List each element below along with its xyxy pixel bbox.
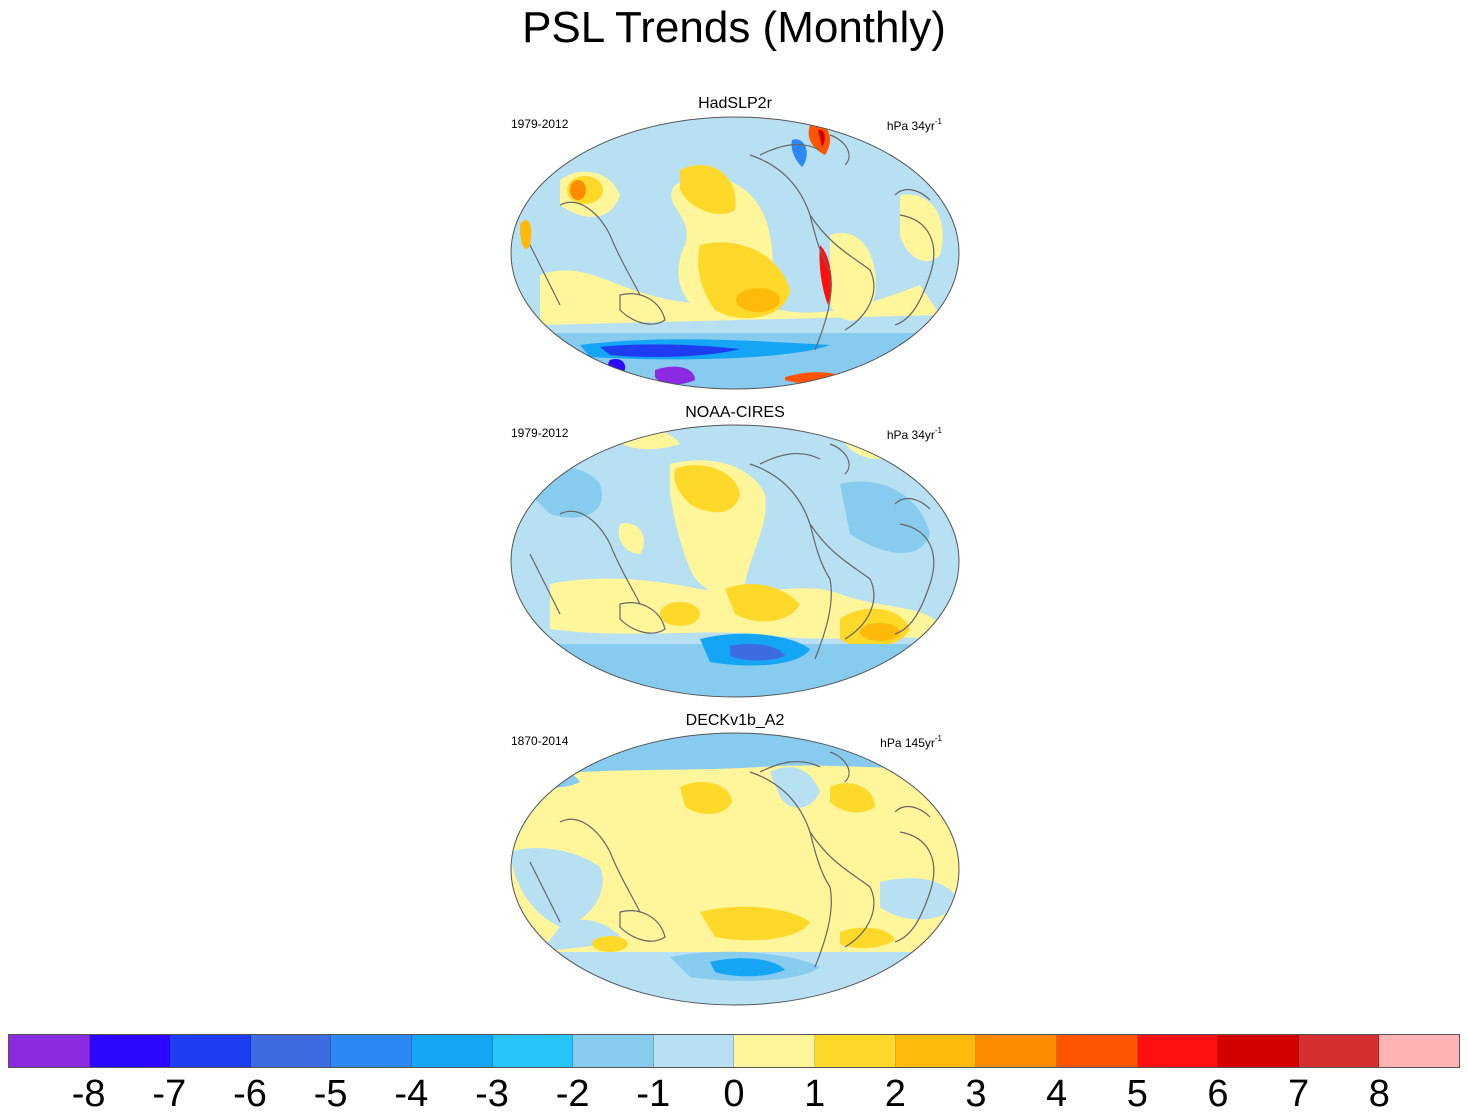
- colorbar-tick-label: 0: [723, 1073, 745, 1115]
- colorbar-tick-label: -2: [555, 1073, 590, 1115]
- colorbar-swatch: [492, 1035, 574, 1067]
- period-label: 1979-2012: [511, 426, 569, 440]
- colorbar-tick-label: -8: [71, 1073, 106, 1115]
- colorbar-tick-label: 7: [1288, 1073, 1310, 1115]
- panel-title: DECKv1b_A2: [685, 712, 785, 729]
- colorbar-tick-label: 8: [1368, 1073, 1390, 1115]
- figure-title: PSL Trends (Monthly): [522, 3, 946, 52]
- colorbar-swatch: [895, 1035, 977, 1067]
- colorbar-swatch: [653, 1035, 735, 1067]
- colorbar-tick-label: -1: [636, 1073, 671, 1115]
- period-label: 1870-2014: [511, 734, 569, 748]
- colorbar-swatch: [331, 1035, 413, 1067]
- map-panel-noaa-cires: NOAA-CIRES 1979-2012 hPa 34yr-1: [500, 404, 970, 704]
- colorbar-swatch: [573, 1035, 654, 1067]
- colorbar-tick-label: 3: [965, 1073, 987, 1115]
- colorbar-tick-label: 5: [1126, 1073, 1148, 1115]
- colorbar: [8, 1034, 1460, 1068]
- colorbar-swatch: [1298, 1035, 1380, 1067]
- colorbar-swatch: [815, 1035, 896, 1067]
- colorbar-swatch: [1056, 1035, 1138, 1067]
- colorbar-swatch: [1218, 1035, 1299, 1067]
- map-panel-hadslp2r: HadSLP2r 1979-2012 hPa 34yr-1: [500, 95, 970, 395]
- world-map-noaa-cires: [510, 424, 960, 698]
- panel-title: HadSLP2r: [698, 95, 772, 112]
- colorbar-tick-label: -3: [475, 1073, 509, 1115]
- period-label: 1979-2012: [511, 117, 569, 131]
- colorbar-swatch: [412, 1035, 493, 1067]
- colorbar-swatch: [1137, 1035, 1219, 1067]
- colorbar-tick-label: -7: [152, 1073, 187, 1115]
- units-label: hPa 34yr-1: [886, 117, 942, 133]
- colorbar-tick-label: -5: [313, 1073, 348, 1115]
- world-map-deckv1b-a2: [510, 732, 960, 1006]
- colorbar-tick-label: 6: [1207, 1073, 1229, 1115]
- colorbar-tick-label: 2: [884, 1073, 906, 1115]
- colorbar-tick-label: 4: [1046, 1073, 1068, 1115]
- colorbar-tick-label: -6: [233, 1073, 267, 1115]
- colorbar-swatch: [1379, 1035, 1459, 1067]
- colorbar-swatch: [734, 1035, 816, 1067]
- colorbar-swatch: [170, 1035, 251, 1067]
- world-map-hadslp2r: [510, 116, 960, 390]
- colorbar-swatch: [976, 1035, 1057, 1067]
- map-panel-deckv1b-a2: DECKv1b_A2 1870-2014 hPa 145yr-1: [500, 712, 970, 1012]
- units-label: hPa 145yr-1: [880, 734, 942, 750]
- panel-title: NOAA-CIRES: [685, 404, 785, 421]
- colorbar-tick-label: -4: [394, 1073, 429, 1115]
- colorbar-swatch: [250, 1035, 332, 1067]
- colorbar-tick-label: 1: [804, 1073, 826, 1115]
- units-label: hPa 34yr-1: [886, 426, 942, 442]
- colorbar-swatch: [9, 1035, 90, 1067]
- colorbar-swatch: [89, 1035, 171, 1067]
